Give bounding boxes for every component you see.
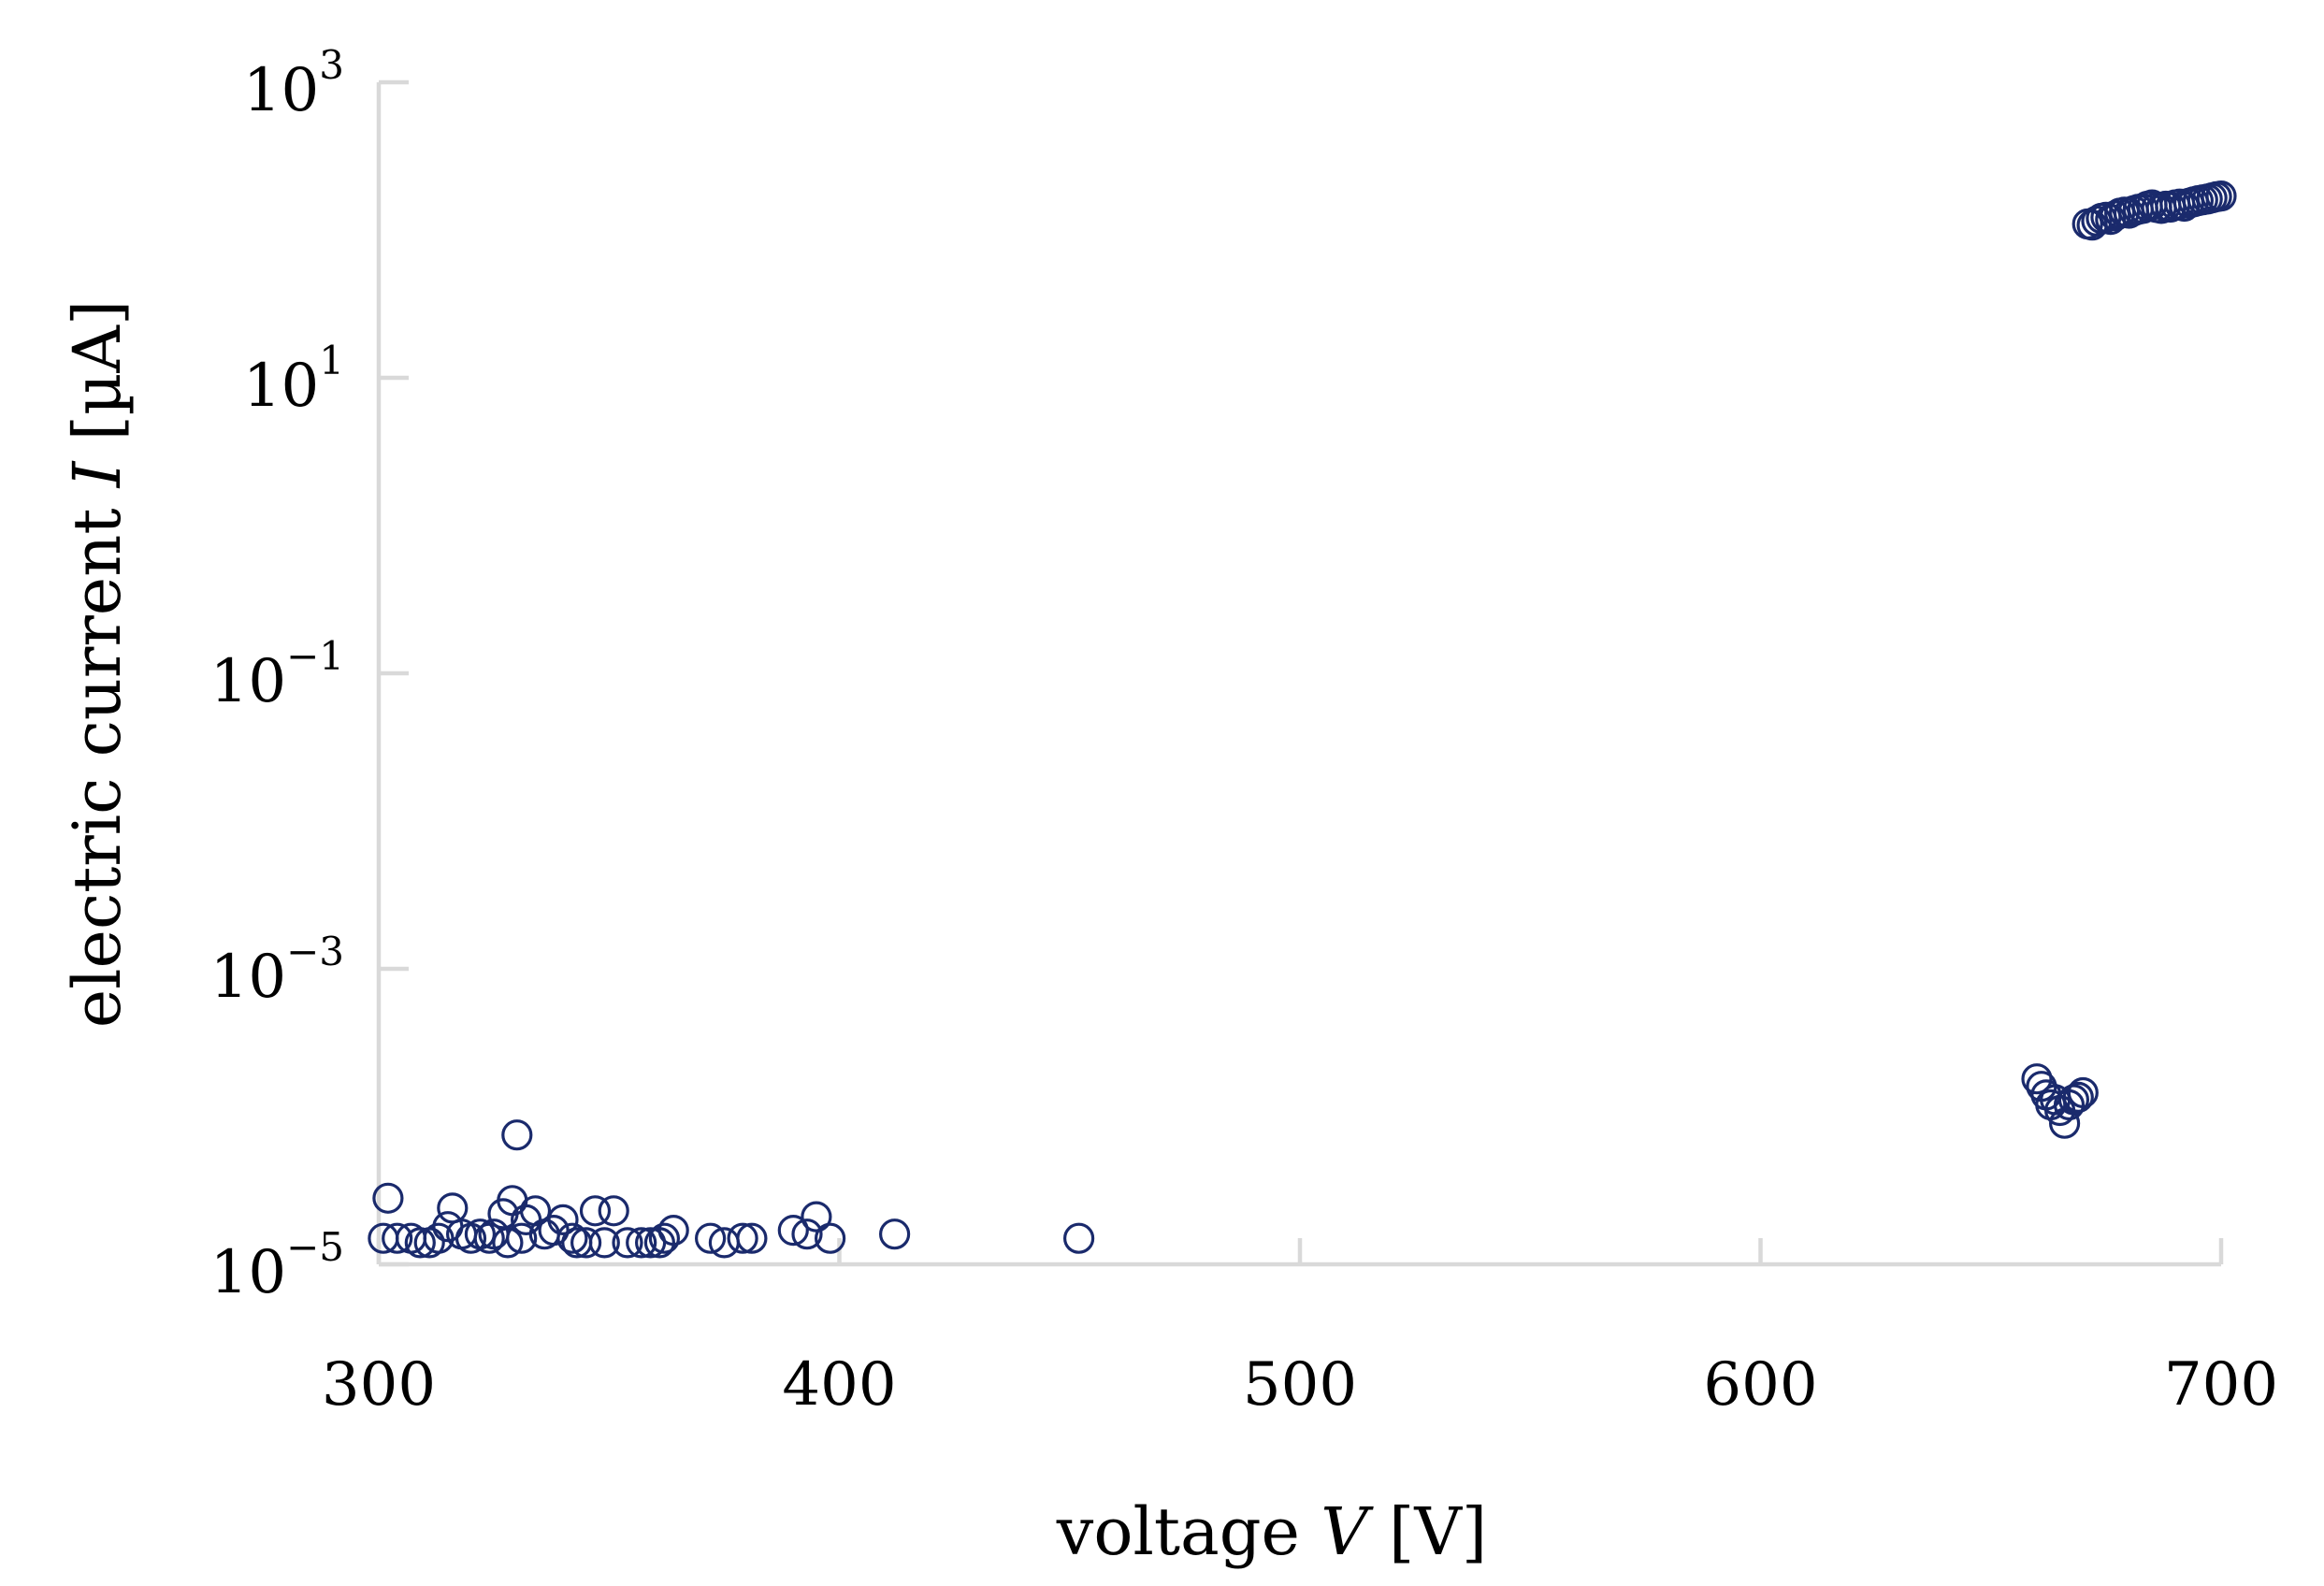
data-point: [2205, 180, 2237, 212]
y-tick-label: 101: [243, 338, 344, 421]
data-point: [404, 1227, 436, 1259]
data-point: [648, 1222, 681, 1254]
y-tick-label: 10−5: [210, 1224, 344, 1307]
y-tick-label: 10−3: [210, 929, 344, 1012]
x-tick-label: 500: [1243, 1350, 1357, 1420]
data-point: [2067, 1076, 2099, 1109]
y-tick-label: 103: [243, 42, 344, 125]
data-point: [556, 1222, 588, 1254]
x-tick-label: 600: [1703, 1350, 1817, 1420]
y-axis-ticks: 10−5 10−3 10−1 101 103: [210, 42, 409, 1307]
data-point: [2021, 1063, 2053, 1095]
data-point: [2062, 1081, 2094, 1114]
x-axis-title: voltage V [V]: [1056, 1493, 1487, 1570]
data-point: [570, 1227, 602, 1259]
data-points: [368, 180, 2237, 1259]
data-point: [727, 1222, 758, 1254]
data-point: [626, 1227, 657, 1259]
data-point: [801, 1201, 832, 1233]
data-point: [473, 1222, 505, 1254]
data-point: [579, 1195, 612, 1227]
data-point: [598, 1195, 629, 1227]
data-point: [694, 1222, 727, 1254]
data-point: [506, 1222, 538, 1254]
data-point: [372, 1182, 404, 1214]
data-point: [612, 1227, 643, 1259]
data-point: [791, 1218, 823, 1250]
data-point: [588, 1227, 620, 1259]
data-point: [736, 1222, 768, 1254]
data-point: [437, 1192, 469, 1224]
data-point: [2057, 1084, 2089, 1116]
data-point: [501, 1119, 533, 1151]
axes: [376, 82, 2221, 1267]
y-tick-label: 10−1: [210, 633, 344, 716]
data-point: [382, 1222, 413, 1254]
data-point: [814, 1222, 846, 1254]
data-point: [878, 1218, 911, 1250]
x-tick-label: 700: [2164, 1350, 2278, 1420]
x-axis-ticks: 300 400 500 600 700: [322, 1238, 2278, 1420]
data-point: [547, 1204, 579, 1236]
y-axis-title: electric current I [µA]: [59, 300, 136, 1029]
x-tick-label: 300: [322, 1350, 436, 1420]
data-point: [777, 1214, 809, 1247]
data-point: [657, 1214, 689, 1247]
data-point: [1062, 1222, 1095, 1254]
x-tick-label: 400: [782, 1350, 896, 1420]
data-point: [492, 1227, 524, 1259]
